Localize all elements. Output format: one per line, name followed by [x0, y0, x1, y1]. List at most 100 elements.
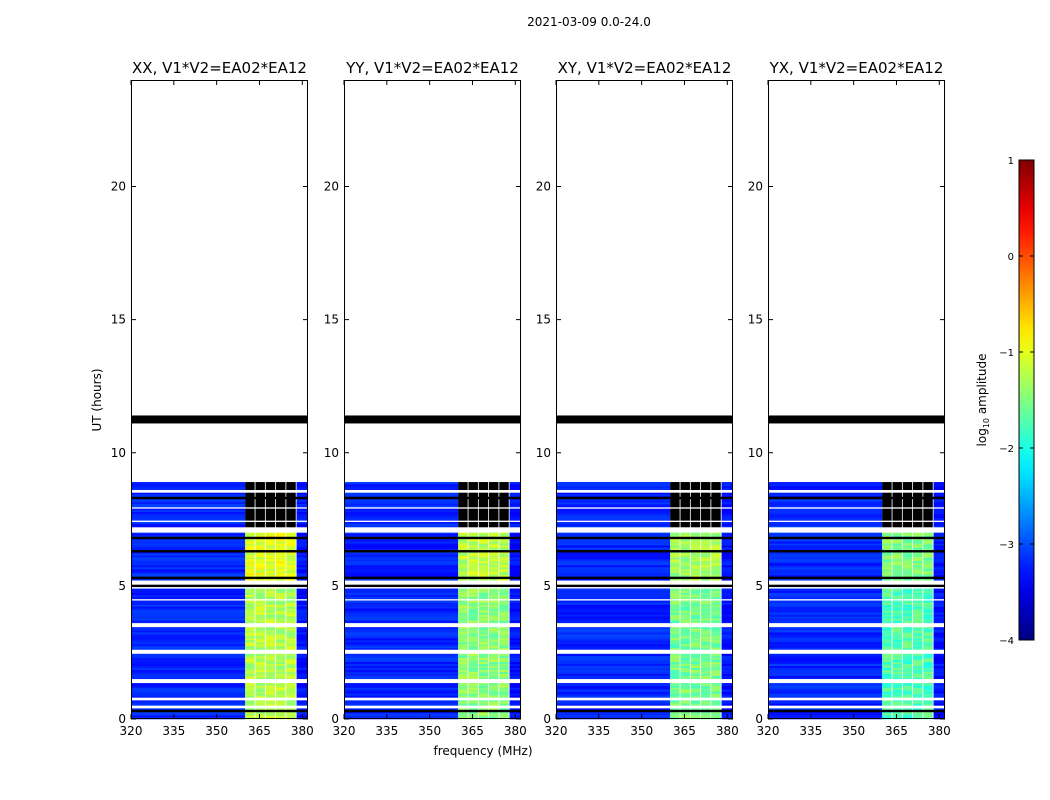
heatmap-cell	[670, 543, 680, 546]
heatmap-cell	[556, 703, 671, 706]
heatmap-cell	[468, 657, 478, 661]
heatmap-cell	[296, 559, 308, 562]
heatmap-cell	[499, 482, 509, 485]
heatmap-cell	[923, 671, 933, 674]
heatmap-cell	[711, 596, 721, 599]
heatmap-cell	[711, 699, 721, 702]
heatmap-cell	[255, 541, 265, 544]
heatmap-cell	[680, 659, 690, 663]
heatmap-cell	[344, 487, 459, 491]
heatmap-cell	[902, 570, 913, 574]
heatmap-cell	[933, 505, 945, 509]
heatmap-cell	[255, 659, 265, 663]
heatmap-cell	[680, 505, 690, 509]
heatmap-cell	[458, 590, 468, 593]
heatmap-cell	[245, 482, 255, 485]
heatmap-cell	[468, 610, 478, 613]
heatmap-cell	[913, 572, 923, 576]
heatmap-cell	[499, 715, 509, 718]
heatmap-cell	[902, 541, 913, 544]
heatmap-cell	[701, 493, 711, 497]
heatmap-cell	[768, 503, 883, 507]
heatmap-cell	[933, 517, 945, 520]
heatmap-cell	[509, 594, 521, 597]
heatmap-cell	[499, 484, 509, 487]
heatmap-cell	[468, 501, 478, 505]
heatmap-cell	[489, 555, 499, 558]
heatmap-cell	[721, 493, 733, 497]
heatmap-cell	[670, 673, 680, 676]
heatmap-cell	[690, 610, 701, 613]
heatmap-cell	[131, 493, 246, 497]
heatmap-cell	[255, 689, 265, 692]
heatmap-cell	[509, 523, 521, 526]
heatmap-cell	[690, 521, 701, 524]
heatmap-cell	[892, 713, 902, 716]
heatmap-cell	[701, 503, 711, 507]
heatmap-cell	[296, 640, 308, 643]
heatmap-cell	[296, 610, 308, 613]
heatmap-cell	[255, 673, 265, 676]
heatmap-cell	[468, 645, 478, 649]
heatmap-cell	[892, 628, 902, 631]
heatmap-cell	[892, 574, 902, 578]
heatmap-cell	[489, 632, 499, 635]
heatmap-cell	[690, 669, 701, 672]
heatmap-cell	[509, 545, 521, 548]
heatmap-cell	[509, 657, 521, 661]
heatmap-cell	[670, 695, 680, 698]
heatmap-cell	[499, 699, 509, 702]
heatmap-cell	[902, 553, 913, 556]
heatmap-cell	[711, 667, 721, 670]
heatmap-cell	[131, 689, 246, 692]
heatmap-cell	[478, 608, 489, 611]
heatmap-cell	[276, 673, 286, 676]
heatmap-cell	[701, 555, 711, 558]
heatmap-cell	[265, 693, 276, 696]
heatmap-cell	[556, 535, 671, 538]
heatmap-cell	[245, 600, 255, 603]
heatmap-cell	[131, 604, 246, 607]
heatmap-cell	[882, 689, 892, 692]
heatmap-cell	[670, 620, 680, 623]
heatmap-cell	[923, 501, 933, 505]
heatmap-cell	[711, 693, 721, 696]
heatmap-cell	[286, 578, 296, 582]
heatmap-cell	[933, 665, 945, 668]
heatmap-cell	[344, 655, 459, 659]
heatmap-cell	[556, 493, 671, 497]
heatmap-cell	[499, 647, 509, 651]
heatmap-cell	[255, 634, 265, 637]
heatmap-cell	[286, 641, 296, 645]
heatmap-cell	[131, 620, 246, 623]
heatmap-cell	[478, 643, 489, 647]
heatmap-cell	[458, 685, 468, 688]
heatmap-cell	[690, 673, 701, 676]
heatmap-cell	[344, 695, 459, 698]
heatmap-cell	[276, 703, 286, 706]
heatmap-cell	[721, 578, 733, 582]
heatmap-cell	[556, 655, 671, 659]
heatmap-cell	[721, 547, 733, 550]
heatmap-cell	[245, 561, 255, 564]
heatmap-cell	[680, 523, 690, 526]
heatmap-cell	[701, 509, 711, 512]
heatmap-cell	[768, 511, 883, 514]
heatmap-cell	[131, 640, 246, 643]
heatmap-cell	[690, 596, 701, 599]
heatmap-cell	[892, 675, 902, 678]
heatmap-cell	[711, 630, 721, 633]
heatmap-cell	[276, 485, 286, 489]
heatmap-cell	[489, 570, 499, 574]
heatmap-cell	[680, 566, 690, 570]
heatmap-cell	[478, 592, 489, 595]
heatmap-cell	[913, 596, 923, 599]
heatmap-cell	[680, 673, 690, 676]
heatmap-cell	[670, 610, 680, 613]
heatmap-cell	[933, 574, 945, 578]
heatmap-cell	[265, 715, 276, 718]
heatmap-cell	[276, 588, 286, 591]
heatmap-cell	[468, 570, 478, 574]
data-gap	[556, 490, 733, 493]
heatmap-cell	[556, 562, 671, 566]
